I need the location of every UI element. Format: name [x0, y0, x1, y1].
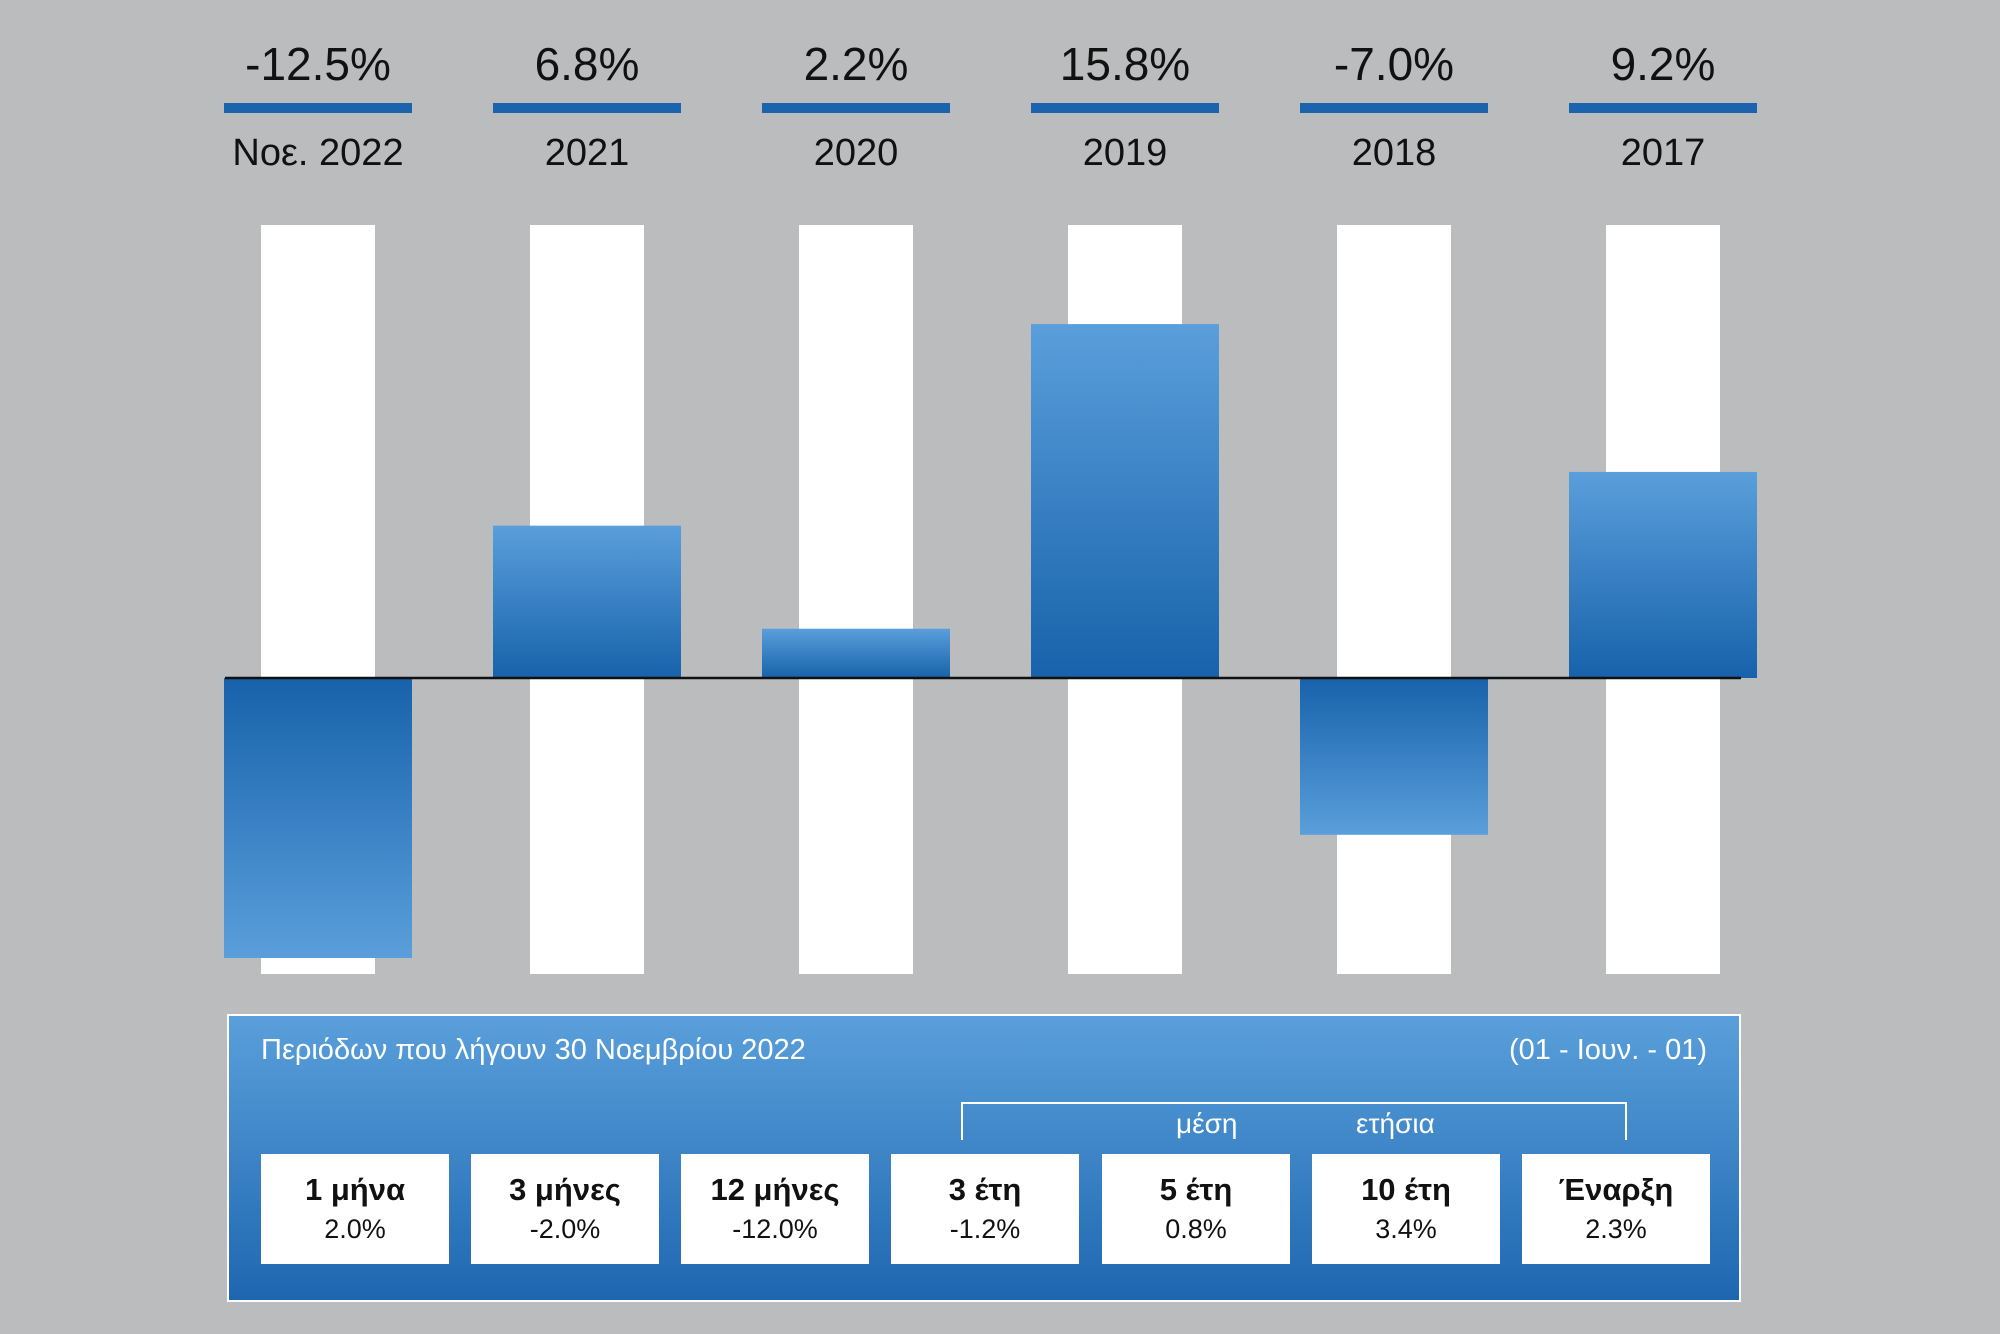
- return-value: 3.4%: [1375, 1214, 1437, 1244]
- return-value: 0.8%: [1165, 1214, 1227, 1244]
- bar: [1569, 471, 1757, 678]
- return-period: 3 έτη: [948, 1172, 1022, 1207]
- category-label: 2020: [814, 132, 899, 174]
- return-value: -2.0%: [529, 1214, 601, 1244]
- return-value: 2.0%: [324, 1214, 386, 1244]
- return-period: 1 μήνα: [304, 1172, 406, 1207]
- average-annual-bracket: [961, 1102, 1627, 1140]
- background-column: [799, 225, 913, 974]
- bar-labels: -12.5% Νοε. 2022 6.8% 2021 2.2% 2020 15.8% 2019…: [224, 38, 1757, 174]
- return-value: 2.3%: [1585, 1214, 1647, 1244]
- return-value: -1.2%: [949, 1214, 1021, 1244]
- background-columns: [261, 225, 1720, 974]
- bar: [1300, 678, 1488, 835]
- label-underline: [1569, 103, 1757, 113]
- panel-period-note: (01 - Ιουν. - 01): [1509, 1034, 1707, 1066]
- return-period: Έναρξη: [1558, 1172, 1674, 1207]
- return-box-1-month: 1 μήνα 2.0%: [261, 1154, 449, 1264]
- panel-title: Περιόδων που λήγουν 30 Νοεμβρίου 2022: [261, 1034, 806, 1066]
- category-label: 2019: [1083, 132, 1168, 174]
- return-box-3-years: 3 έτη -1.2%: [891, 1154, 1079, 1264]
- label-underline: [1300, 103, 1488, 113]
- return-period: 3 μήνες: [509, 1172, 621, 1207]
- label-underline: [493, 103, 681, 113]
- value-label: 6.8%: [535, 38, 640, 90]
- category-label: 2021: [545, 132, 630, 174]
- category-label: 2017: [1621, 132, 1706, 174]
- average-label: μέση: [1176, 1108, 1238, 1139]
- return-value: -12.0%: [732, 1214, 818, 1244]
- category-label: 2018: [1352, 132, 1437, 174]
- bar: [493, 525, 681, 678]
- return-box-12-months: 12 μήνες -12.0%: [681, 1154, 869, 1264]
- return-period: 10 έτη: [1361, 1172, 1451, 1207]
- period-returns-panel: Περιόδων που λήγουν 30 Νοεμβρίου 2022 (0…: [227, 1014, 1741, 1302]
- bar: [1031, 324, 1219, 678]
- value-label: -12.5%: [245, 38, 391, 90]
- label-underline: [762, 103, 950, 113]
- value-label: -7.0%: [1334, 38, 1454, 90]
- return-period: 5 έτη: [1159, 1172, 1233, 1207]
- return-box-since-inception: Έναρξη 2.3%: [1522, 1154, 1710, 1264]
- return-box-5-years: 5 έτη 0.8%: [1102, 1154, 1290, 1264]
- label-underline: [224, 103, 412, 113]
- value-label: 2.2%: [804, 38, 909, 90]
- return-box-10-years: 10 έτη 3.4%: [1312, 1154, 1500, 1264]
- background-column: [1337, 225, 1451, 974]
- label-underline: [1031, 103, 1219, 113]
- data-bars: [224, 324, 1757, 958]
- return-period: 12 μήνες: [710, 1172, 840, 1207]
- return-box-3-months: 3 μήνες -2.0%: [471, 1154, 659, 1264]
- annual-label: ετήσια: [1356, 1108, 1435, 1139]
- value-label: 9.2%: [1611, 38, 1716, 90]
- bar: [762, 628, 950, 678]
- bar: [224, 678, 412, 958]
- category-label: Νοε. 2022: [232, 132, 403, 174]
- value-label: 15.8%: [1060, 38, 1190, 90]
